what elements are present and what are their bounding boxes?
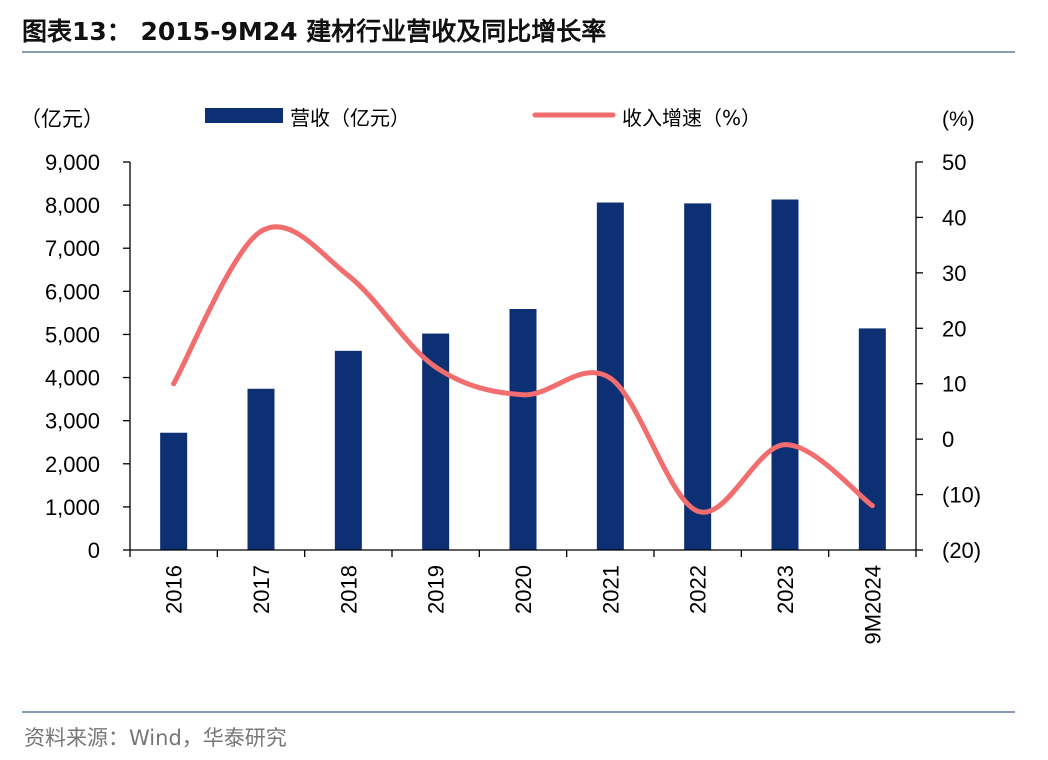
left-tick-label: 7,000 [45, 236, 100, 261]
right-tick-label: 0 [942, 427, 954, 452]
right-tick-label: 50 [942, 150, 966, 175]
growth-point-2023 [782, 442, 788, 448]
left-tick-label: 2,000 [45, 452, 100, 477]
x-tick-label: 2017 [249, 565, 274, 614]
legend-line-label: 收入增速（%） [622, 106, 761, 130]
legend-bar-label: 营收（亿元） [290, 106, 410, 130]
x-tick-label: 2019 [424, 565, 449, 614]
left-tick-label: 5,000 [45, 322, 100, 347]
legend-bar-swatch [205, 108, 283, 123]
growth-point-9M2024 [869, 503, 875, 509]
x-tick-label: 2022 [686, 565, 711, 614]
bar-2018 [334, 350, 362, 550]
right-tick-label: 20 [942, 316, 966, 341]
x-tick-label: 2023 [773, 565, 798, 614]
x-tick-label: 2021 [598, 565, 623, 614]
chart-title: 图表13： 2015-9M24 建材行业营收及同比增长率 [22, 17, 607, 46]
right-tick-label: 40 [942, 205, 966, 230]
left-tick-label: 9,000 [45, 150, 100, 175]
x-tick-label: 2018 [336, 565, 361, 614]
right-tick-label: 10 [942, 372, 966, 397]
bar-9M2024 [858, 328, 886, 550]
left-tick-label: 1,000 [45, 495, 100, 520]
right-tick-label: (10) [942, 483, 981, 508]
left-tick-label: 0 [88, 538, 100, 563]
right-axis-unit-label: (%) [942, 108, 975, 131]
source-note: 资料来源：Wind，华泰研究 [24, 726, 287, 750]
growth-point-2016 [171, 381, 177, 387]
footer-divider [22, 711, 1015, 713]
left-axis-unit-label: （亿元） [20, 108, 104, 131]
growth-point-2020 [520, 392, 526, 398]
title-divider [22, 51, 1015, 53]
growth-point-2019 [433, 364, 439, 370]
bar-2023 [771, 199, 799, 551]
right-tick-label: (20) [942, 538, 981, 563]
x-tick-label: 2020 [511, 565, 536, 614]
growth-line-series [171, 224, 875, 515]
left-tick-label: 6,000 [45, 279, 100, 304]
left-tick-label: 8,000 [45, 193, 100, 218]
legend: 营收（亿元） 收入增速（%） [205, 106, 761, 130]
bar-2020 [509, 309, 537, 550]
left-tick-label: 4,000 [45, 366, 100, 391]
left-tick-label: 3,000 [45, 409, 100, 434]
right-tick-label: 30 [942, 261, 966, 286]
bar-2017 [247, 388, 275, 550]
bar-2016 [160, 432, 188, 550]
x-tick-label: 2016 [162, 565, 187, 614]
growth-point-2021 [607, 375, 613, 381]
growth-point-2022 [695, 508, 701, 514]
bar-2022 [684, 203, 712, 551]
growth-point-2017 [258, 228, 264, 234]
growth-point-2018 [345, 273, 351, 279]
chart-canvas: 营收（亿元） 收入增速（%） （亿元） (%) 0 1,000 2,000 3,000… [20, 106, 981, 645]
axes: 0 1,000 2,000 3,000 4,000 5,000 6,000 7,000 8,00… [45, 150, 981, 645]
bar-series [160, 199, 886, 551]
x-tick-label: 9M2024 [860, 565, 885, 645]
